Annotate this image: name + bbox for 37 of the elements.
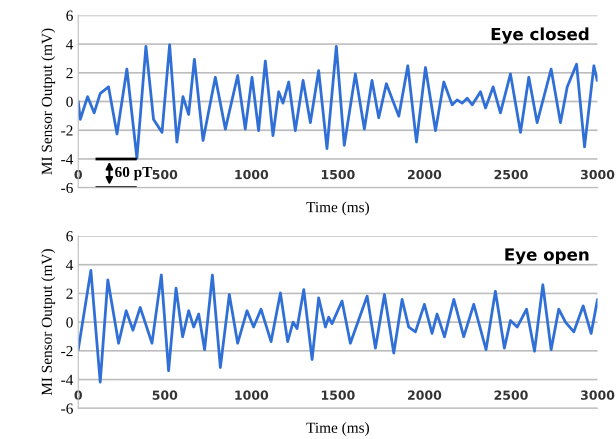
x-tick-label: 2500 <box>494 170 528 180</box>
y-axis-title: MI Sensor Output (mV) <box>41 249 56 396</box>
x-axis-title: Time (ms) <box>306 422 369 436</box>
x-tick-label: 2500 <box>494 390 528 400</box>
line-series <box>78 269 598 384</box>
y-tick-label: 0 <box>66 317 73 328</box>
y-tick-label: 2 <box>66 288 73 299</box>
y-tick-label: -6 <box>61 182 73 194</box>
x-tick-label: 3000 <box>580 170 614 180</box>
x-tick-label: 1000 <box>235 170 268 180</box>
y-tick-label: 6 <box>66 231 73 242</box>
y-tick-label: -2 <box>61 125 73 136</box>
line-series <box>78 43 598 160</box>
x-tick-label: 0 <box>74 390 82 400</box>
y-axis-title: MI Sensor Output (mV) <box>41 28 56 175</box>
x-tick-label: 500 <box>152 390 178 400</box>
x-axis-title: Time (ms) <box>306 202 369 216</box>
text: Eye open <box>505 248 588 264</box>
y-tick-label: 4 <box>66 39 74 50</box>
annotation: 60 pT <box>115 166 152 180</box>
y-tick-label: 0 <box>66 96 73 107</box>
y-tick-label: -2 <box>61 346 73 356</box>
x-tick-label: 500 <box>152 170 178 180</box>
x-tick-label: 1500 <box>322 170 355 180</box>
x-tick-label: 2000 <box>408 170 442 180</box>
y-tick-label: -4 <box>61 374 74 385</box>
y-tick-label: 6 <box>66 10 73 21</box>
y-tick-label: -6 <box>61 403 73 414</box>
y-tick-label: 2 <box>66 68 73 78</box>
x-tick-label: 1000 <box>235 390 268 400</box>
x-tick-label: 1500 <box>322 390 355 400</box>
y-tick-label: -4 <box>61 154 74 164</box>
text: Eye closed <box>492 27 588 44</box>
x-tick-label: 0 <box>74 170 82 180</box>
x-tick-label: 3000 <box>580 390 614 400</box>
x-tick-label: 2000 <box>408 390 442 400</box>
y-tick-label: 4 <box>66 260 74 270</box>
